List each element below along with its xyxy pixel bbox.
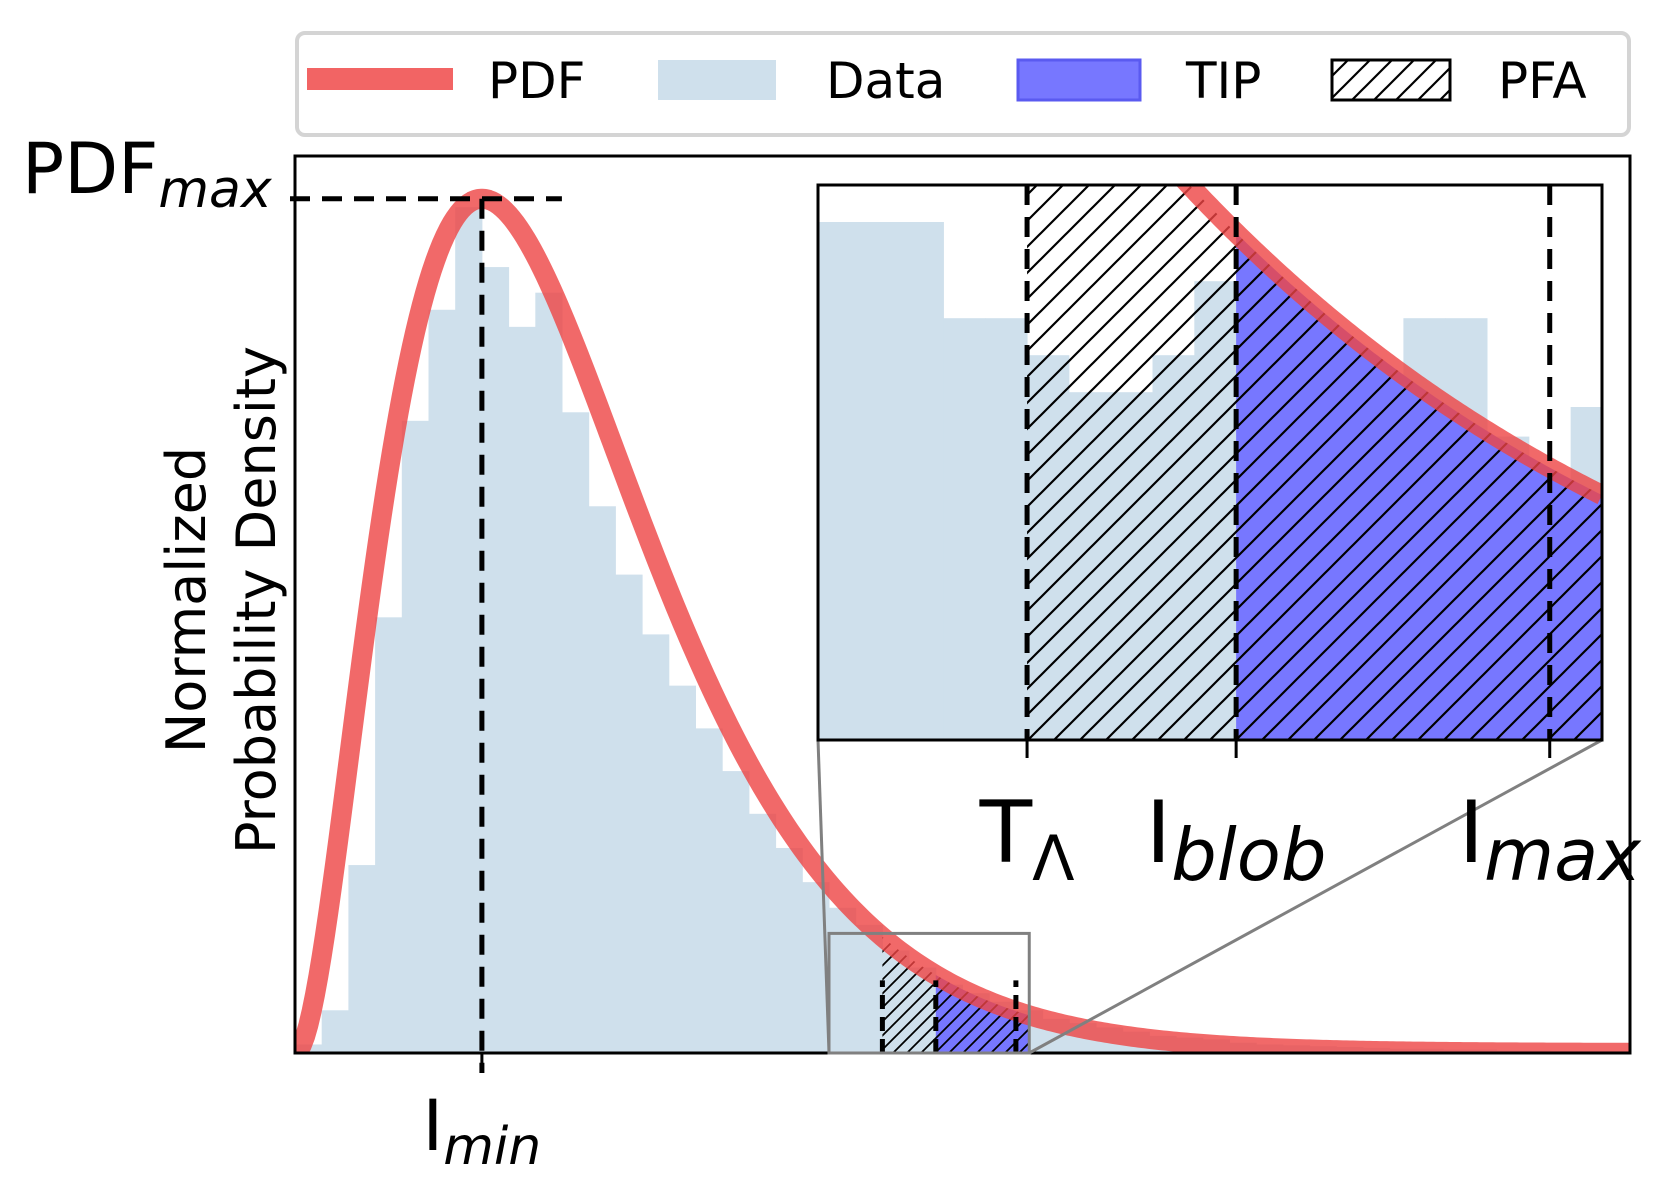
main-pdf-curve bbox=[295, 188, 1630, 1053]
legend-label-pdf: PDF bbox=[488, 52, 585, 110]
y-axis-label: Normalized Probability Density bbox=[155, 346, 288, 854]
legend-label-pfa: PFA bbox=[1498, 52, 1587, 110]
inset-regions bbox=[1027, 185, 1602, 740]
inset-histogram-bar bbox=[859, 222, 903, 740]
histogram-bar bbox=[401, 420, 429, 1053]
t-lambda-label-main: T bbox=[979, 783, 1033, 883]
legend-label-tip: TIP bbox=[1185, 52, 1261, 110]
legend-entry-pdf: PDF bbox=[307, 52, 585, 110]
legend-frame bbox=[295, 31, 1631, 137]
pdf-max-label-sub: max bbox=[158, 160, 273, 220]
i-max-label-sub: max bbox=[1484, 813, 1642, 897]
histogram-bar bbox=[535, 292, 563, 1053]
histogram-bar bbox=[428, 309, 456, 1053]
histogram-bar bbox=[348, 865, 376, 1053]
legend-entry-pfa: PFA bbox=[1330, 52, 1587, 110]
i-max-label: Imax bbox=[1459, 783, 1643, 897]
legend-swatch-tip bbox=[1016, 58, 1142, 102]
legend: PDF Data TIP PFA bbox=[295, 31, 1631, 137]
histogram-bar bbox=[722, 771, 750, 1053]
histogram-bar bbox=[562, 412, 590, 1053]
inset-pdf-curve bbox=[1175, 185, 1602, 505]
histogram-bar bbox=[481, 267, 510, 1053]
inset-ticks bbox=[1025, 740, 1552, 758]
histogram-bar bbox=[695, 728, 723, 1053]
histogram-bar bbox=[615, 574, 643, 1053]
legend-entry-data: Data bbox=[658, 52, 945, 110]
zoom-connector-right bbox=[1028, 738, 1603, 1055]
inset-histogram-bar bbox=[901, 222, 944, 740]
histogram-bar bbox=[508, 326, 536, 1053]
histogram-bar bbox=[588, 506, 616, 1053]
histogram-bar bbox=[375, 617, 403, 1053]
inset-markers bbox=[1024, 185, 1553, 740]
t-lambda-label-sub: Λ bbox=[1032, 822, 1074, 895]
histogram-bar bbox=[829, 907, 857, 1053]
i-max-label-main: I bbox=[1459, 783, 1484, 883]
main-plot bbox=[295, 188, 1630, 1053]
histogram-bar bbox=[455, 207, 483, 1053]
y-axis-label-line1: Normalized bbox=[155, 447, 218, 753]
i-min-label: Imin bbox=[423, 1085, 542, 1177]
histogram-bar bbox=[321, 1010, 349, 1053]
i-min-label-sub: min bbox=[443, 1117, 541, 1177]
i-blob-label-main: I bbox=[1146, 783, 1171, 883]
histogram-bar bbox=[668, 685, 696, 1053]
i-blob-label: Iblob bbox=[1146, 783, 1327, 897]
zoom-connector-left bbox=[816, 739, 831, 1054]
inset-histogram-bar bbox=[943, 318, 986, 740]
inset-pfa-region bbox=[1027, 185, 1602, 740]
i-min-label-main: I bbox=[423, 1085, 444, 1167]
zoom-box bbox=[827, 931, 1031, 1055]
inset-histogram-bar bbox=[985, 318, 1028, 740]
legend-entry-tip: TIP bbox=[1016, 52, 1261, 110]
t-lambda-label: TΛ bbox=[979, 783, 1075, 895]
legend-label-data: Data bbox=[826, 52, 945, 110]
inset-frame bbox=[816, 183, 1604, 742]
histogram-bar bbox=[775, 847, 803, 1053]
pdf-max-label-main: PDF bbox=[22, 128, 158, 210]
histogram-bar bbox=[748, 813, 777, 1053]
inset-plot bbox=[818, 185, 1602, 740]
i-blob-label-sub: blob bbox=[1171, 813, 1326, 897]
pdf-max-label: PDFmax bbox=[22, 128, 273, 220]
legend-swatch-pfa bbox=[1330, 58, 1452, 102]
y-axis-label-line2: Probability Density bbox=[225, 346, 288, 854]
legend-swatch-pdf bbox=[307, 68, 453, 90]
inset-histogram-bar bbox=[818, 222, 861, 740]
main-markers bbox=[879, 980, 1019, 1053]
histogram-bar bbox=[642, 634, 670, 1053]
legend-swatch-data bbox=[658, 60, 776, 100]
